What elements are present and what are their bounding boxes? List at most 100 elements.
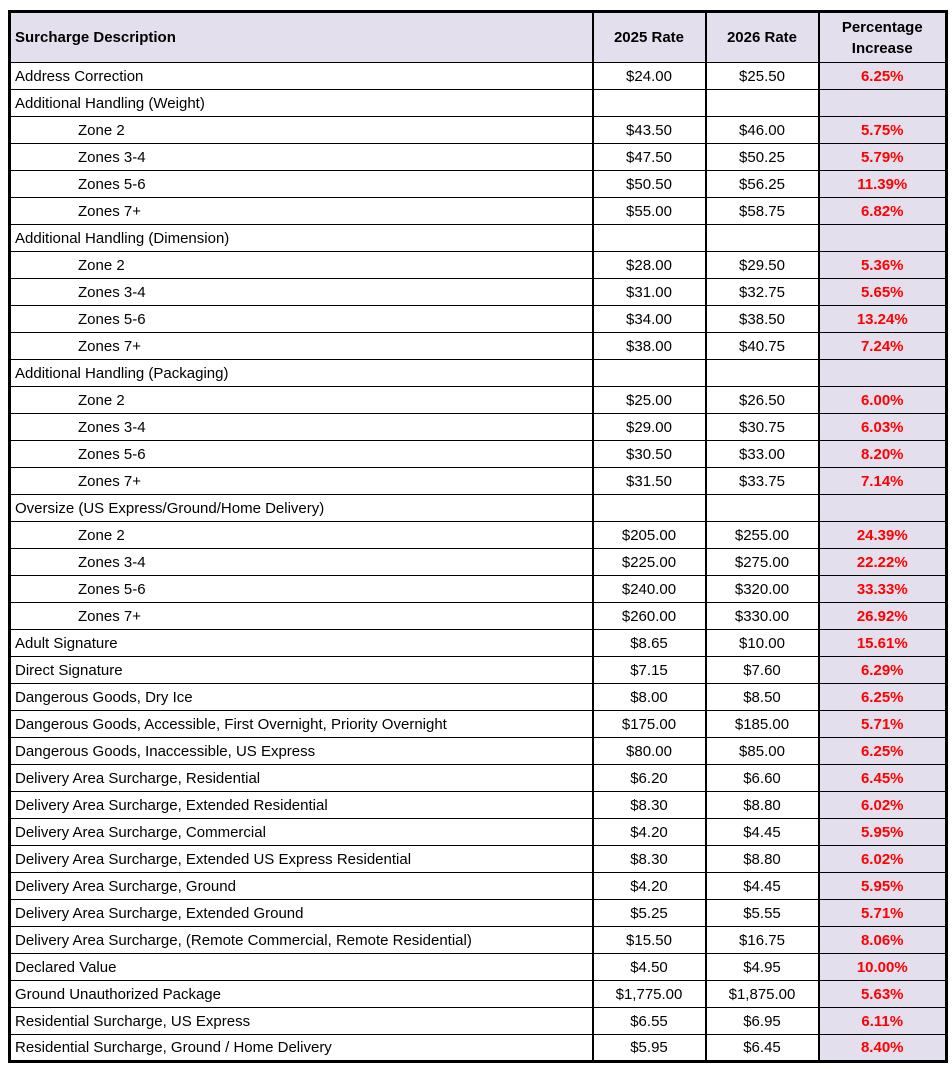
rate-2026-cell: $32.75 — [704, 278, 820, 306]
percentage-increase-cell: 6.00% — [817, 386, 948, 414]
table-row: Delivery Area Surcharge, Extended US Exp… — [8, 845, 948, 873]
rate-2026-cell: $30.75 — [704, 413, 820, 441]
rate-2026-cell: $50.25 — [704, 143, 820, 171]
surcharge-description-cell: Zone 2 — [8, 521, 594, 549]
table-row: Zone 2 $25.00 $26.50 6.00% — [8, 386, 948, 414]
surcharge-description-cell: Delivery Area Surcharge, Extended Ground — [8, 899, 594, 927]
surcharge-description-cell: Zones 5-6 — [8, 575, 594, 603]
table-row: Zones 3-4 $31.00 $32.75 5.65% — [8, 278, 948, 306]
table-row: Ground Unauthorized Package $1,775.00 $1,8… — [8, 980, 948, 1008]
surcharge-description-cell: Additional Handling (Packaging) — [8, 359, 594, 387]
rate-2026-cell: $29.50 — [704, 251, 820, 279]
surcharge-description-cell: Delivery Area Surcharge, Residential — [8, 764, 594, 792]
surcharge-description-cell: Residential Surcharge, US Express — [8, 1007, 594, 1035]
table-row: Delivery Area Surcharge, Extended Ground… — [8, 899, 948, 927]
rate-2026-cell: $33.75 — [704, 467, 820, 495]
table-row: Zones 3-4 $29.00 $30.75 6.03% — [8, 413, 948, 441]
percentage-increase-cell: 7.14% — [817, 467, 948, 495]
surcharge-description-cell: Zone 2 — [8, 251, 594, 279]
rate-2026-cell: $26.50 — [704, 386, 820, 414]
percentage-increase-cell: 8.20% — [817, 440, 948, 468]
percentage-increase-cell: 13.24% — [817, 305, 948, 333]
surcharge-description-cell: Zones 5-6 — [8, 305, 594, 333]
surcharge-description-cell: Zones 3-4 — [8, 413, 594, 441]
rate-2025-cell: $28.00 — [591, 251, 707, 279]
surcharge-description-cell: Zones 3-4 — [8, 278, 594, 306]
surcharge-description-cell: Ground Unauthorized Package — [8, 980, 594, 1008]
rate-2025-cell: $50.50 — [591, 170, 707, 198]
table-row: Zones 5-6 $50.50 $56.25 11.39% — [8, 170, 948, 198]
table-body: Address Correction $24.00 $25.50 6.25% Addit… — [8, 62, 948, 1062]
percentage-increase-cell: 6.25% — [817, 683, 948, 711]
rate-2026-cell: $255.00 — [704, 521, 820, 549]
table-row: Zones 3-4 $225.00 $275.00 22.22% — [8, 548, 948, 576]
surcharge-description-cell: Zones 7+ — [8, 602, 594, 630]
surcharge-description-cell: Dangerous Goods, Inaccessible, US Expres… — [8, 737, 594, 765]
rate-2025-cell: $8.30 — [591, 845, 707, 873]
table-row: Zone 2 $43.50 $46.00 5.75% — [8, 116, 948, 144]
rate-2026-cell: $25.50 — [704, 62, 820, 90]
rate-2026-cell: $16.75 — [704, 926, 820, 954]
table-row: Declared Value $4.50 $4.95 10.00% — [8, 953, 948, 981]
percentage-increase-cell: 6.03% — [817, 413, 948, 441]
rate-2025-cell: $7.15 — [591, 656, 707, 684]
rate-2025-cell: $29.00 — [591, 413, 707, 441]
percentage-increase-cell: 5.75% — [817, 116, 948, 144]
surcharge-description-cell: Declared Value — [8, 953, 594, 981]
rate-2025-cell: $30.50 — [591, 440, 707, 468]
rate-2025-cell: $5.25 — [591, 899, 707, 927]
percentage-increase-cell: 6.45% — [817, 764, 948, 792]
surcharge-description-cell: Residential Surcharge, Ground / Home Del… — [8, 1034, 594, 1062]
percentage-increase-cell: 33.33% — [817, 575, 948, 603]
table-row: Zones 7+ $55.00 $58.75 6.82% — [8, 197, 948, 225]
percentage-increase-cell: 5.71% — [817, 899, 948, 927]
table-row: Zones 5-6 $240.00 $320.00 33.33% — [8, 575, 948, 603]
table-row: Delivery Area Surcharge, Residential $6.2… — [8, 764, 948, 792]
table-row: Zones 7+ $38.00 $40.75 7.24% — [8, 332, 948, 360]
col-header-2026-rate: 2026 Rate — [704, 11, 820, 63]
rate-2026-cell: $38.50 — [704, 305, 820, 333]
rate-2026-cell: $5.55 — [704, 899, 820, 927]
rate-2026-cell: $4.45 — [704, 818, 820, 846]
rate-2025-cell: $47.50 — [591, 143, 707, 171]
rate-2026-cell: $10.00 — [704, 629, 820, 657]
rate-2026-cell: $6.60 — [704, 764, 820, 792]
rate-2026-cell: $330.00 — [704, 602, 820, 630]
percentage-increase-cell: 11.39% — [817, 170, 948, 198]
rate-2026-cell: $6.95 — [704, 1007, 820, 1035]
rate-2025-cell: $8.30 — [591, 791, 707, 819]
table-row: Zone 2 $205.00 $255.00 24.39% — [8, 521, 948, 549]
rate-2026-cell — [704, 224, 820, 252]
table-row: Delivery Area Surcharge, Extended Reside… — [8, 791, 948, 819]
rate-2025-cell: $260.00 — [591, 602, 707, 630]
percentage-increase-cell: 24.39% — [817, 521, 948, 549]
percentage-increase-cell: 6.25% — [817, 737, 948, 765]
table-row: Zones 5-6 $34.00 $38.50 13.24% — [8, 305, 948, 333]
col-header-percentage-increase: Percentage Increase — [817, 11, 948, 63]
rate-2026-cell — [704, 89, 820, 117]
percentage-increase-cell: 22.22% — [817, 548, 948, 576]
rate-2025-cell: $43.50 — [591, 116, 707, 144]
table-row: Zones 3-4 $47.50 $50.25 5.79% — [8, 143, 948, 171]
table-row: Residential Surcharge, US Express $6.55 $6… — [8, 1007, 948, 1035]
rate-2026-cell: $6.45 — [704, 1034, 820, 1062]
rate-2025-cell — [591, 89, 707, 117]
percentage-increase-cell: 5.95% — [817, 872, 948, 900]
section-row: Additional Handling (Dimension) — [8, 224, 948, 252]
rate-2026-cell: $275.00 — [704, 548, 820, 576]
table-row: Residential Surcharge, Ground / Home Del… — [8, 1034, 948, 1062]
table-row: Delivery Area Surcharge, (Remote Commerc… — [8, 926, 948, 954]
surcharge-description-cell: Zones 7+ — [8, 332, 594, 360]
percentage-increase-cell: 5.79% — [817, 143, 948, 171]
surcharge-description-cell: Zones 3-4 — [8, 143, 594, 171]
rate-2026-cell: $8.80 — [704, 845, 820, 873]
section-row: Additional Handling (Weight) — [8, 89, 948, 117]
surcharge-description-cell: Zones 7+ — [8, 467, 594, 495]
table-row: Dangerous Goods, Dry Ice $8.00 $8.50 6.25% — [8, 683, 948, 711]
rate-2025-cell: $1,775.00 — [591, 980, 707, 1008]
col-header-surcharge-description: Surcharge Description — [8, 11, 594, 63]
rate-2025-cell — [591, 494, 707, 522]
rate-2025-cell: $15.50 — [591, 926, 707, 954]
surcharge-description-cell: Zones 5-6 — [8, 440, 594, 468]
